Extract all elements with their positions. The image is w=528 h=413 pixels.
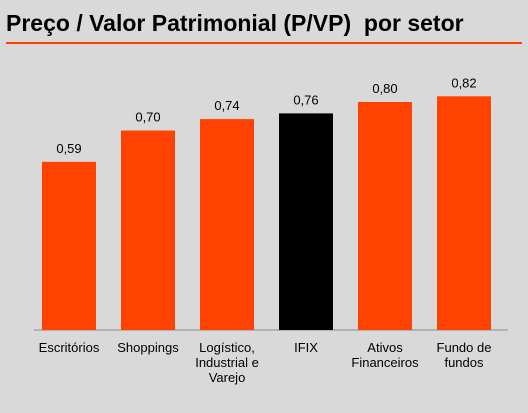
data-label: 0,80 [372,81,397,96]
data-label: 0,74 [214,98,239,113]
data-label: 0,76 [293,92,318,107]
data-label: 0,59 [56,141,81,156]
category-label: IFIX [294,340,318,355]
category-label: Varejo [209,370,246,385]
bar [121,130,175,330]
category-label: Shoppings [117,340,179,355]
category-label: Fundo de [437,340,492,355]
category-label: Industrial e [195,355,259,370]
bar [200,119,254,330]
bar [279,113,333,331]
category-label: fundos [444,355,484,370]
data-label: 0,82 [451,75,476,90]
category-label: Ativos [367,340,403,355]
category-label: Logístico, [199,340,255,355]
category-label: Financeiros [351,355,419,370]
bar [437,96,491,330]
chart-title: Preço / Valor Patrimonial (P/VP) por set… [6,10,464,36]
bar [358,102,412,330]
category-label: Escritórios [39,340,100,355]
bar [42,161,96,330]
title-underline [6,42,522,44]
data-label: 0,70 [135,110,160,125]
